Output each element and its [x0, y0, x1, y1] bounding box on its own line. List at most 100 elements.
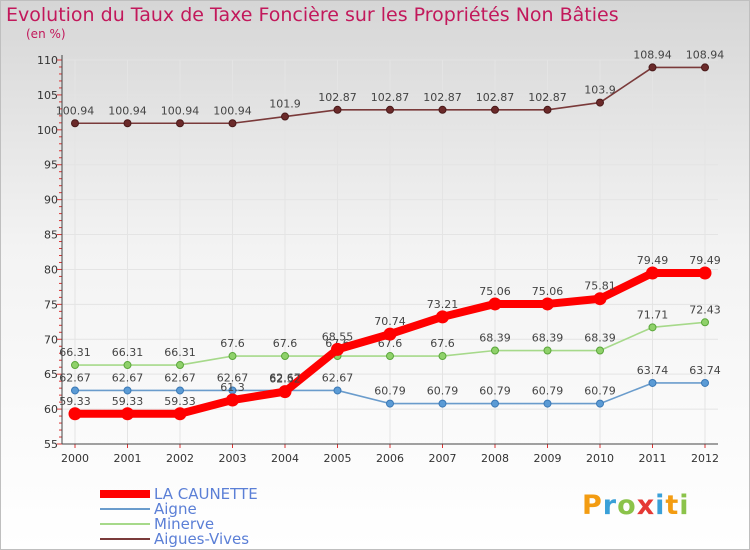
y-tick-label: 60 — [44, 403, 58, 416]
data-label: 73.21 — [427, 298, 459, 311]
data-point — [491, 399, 499, 408]
logo-letter: x — [636, 490, 656, 521]
data-label: 100.94 — [213, 104, 252, 117]
data-label: 62.67 — [112, 371, 144, 384]
data-point — [123, 361, 132, 370]
data-point — [121, 407, 134, 421]
data-label: 62.67 — [322, 371, 354, 384]
data-label: 68.39 — [532, 332, 564, 345]
data-point — [383, 327, 397, 341]
data-label: 62.67 — [164, 371, 196, 384]
data-point — [436, 310, 449, 324]
legend-entry: Aigues-Vives — [154, 530, 249, 548]
data-label: 71.71 — [637, 308, 669, 321]
data-label: 102.87 — [318, 91, 357, 104]
data-point — [71, 361, 79, 370]
data-point — [123, 119, 132, 128]
data-label: 102.87 — [476, 91, 515, 104]
data-point — [176, 361, 184, 370]
data-label: 68.39 — [479, 332, 511, 345]
data-label: 67.6 — [378, 337, 403, 350]
data-label: 67.6 — [220, 337, 245, 350]
data-label: 68.55 — [322, 330, 354, 343]
x-tick-label: 2009 — [534, 452, 562, 465]
data-point — [173, 407, 187, 421]
logo-letter: i — [655, 490, 666, 521]
data-label: 59.33 — [164, 395, 196, 408]
data-point — [648, 323, 657, 332]
data-label: 60.79 — [532, 385, 564, 398]
x-tick-label: 2012 — [691, 452, 719, 465]
data-point — [698, 266, 712, 280]
data-point — [701, 318, 709, 327]
data-point — [123, 386, 132, 395]
chart-title: Evolution du Taux de Taxe Foncière sur l… — [6, 4, 619, 26]
data-point — [281, 112, 289, 121]
data-point — [543, 346, 552, 355]
data-point — [596, 399, 604, 408]
data-label: 63.74 — [689, 364, 721, 377]
data-point — [331, 342, 344, 356]
x-tick-label: 2000 — [61, 452, 89, 465]
data-point — [438, 352, 447, 361]
data-label: 67.6 — [430, 337, 455, 350]
y-tick-label: 70 — [44, 333, 58, 346]
data-point — [228, 352, 237, 361]
data-point — [596, 98, 604, 107]
data-label: 60.79 — [374, 385, 406, 398]
data-label: 100.94 — [161, 104, 200, 117]
x-tick-label: 2005 — [324, 452, 352, 465]
data-label: 103.9 — [584, 84, 616, 97]
data-label: 75.06 — [532, 285, 564, 298]
data-label: 100.94 — [108, 104, 147, 117]
data-point — [491, 105, 499, 114]
chart-subtitle: (en %) — [26, 27, 66, 41]
data-point — [491, 346, 499, 355]
data-point — [176, 386, 184, 395]
data-point — [68, 407, 82, 421]
data-label: 72.43 — [689, 303, 721, 316]
data-label: 75.06 — [479, 285, 511, 298]
data-point — [71, 119, 79, 128]
x-tick-label: 2008 — [481, 452, 509, 465]
logo-letter: P — [582, 490, 603, 521]
data-point — [226, 393, 239, 407]
logo-letter: t — [665, 490, 680, 521]
x-tick-label: 2010 — [586, 452, 614, 465]
data-label: 100.94 — [56, 104, 95, 117]
data-label: 62.67 — [59, 371, 91, 384]
legend-entry: LA CAUNETTE — [154, 485, 258, 503]
data-point — [71, 386, 79, 395]
y-tick-label: 105 — [37, 89, 58, 102]
y-tick-label: 110 — [37, 54, 58, 67]
series-la-caunette: 59.33 59.33 59.33 61.3 62.52 68.55 70.74 73.21 7… — [59, 254, 721, 421]
data-point — [386, 399, 394, 408]
data-point — [648, 378, 657, 387]
data-label: 60.79 — [427, 385, 459, 398]
logo-letter: o — [617, 490, 637, 521]
series-minerve: 66.3166.3166.3167.667.667.667.667.668.39… — [59, 303, 721, 370]
y-tick-label: 80 — [44, 263, 58, 276]
data-label: 102.87 — [528, 91, 567, 104]
data-label: 59.33 — [59, 395, 91, 408]
data-point — [281, 352, 289, 361]
data-point — [701, 378, 709, 387]
data-label: 75.81 — [584, 280, 616, 293]
data-label: 67.6 — [273, 337, 298, 350]
series-aigues-vives: 100.94 100.94 100.94 100.94 101.9 102.87 102.8… — [56, 48, 725, 128]
data-label: 60.79 — [479, 385, 511, 398]
x-tick-label: 2004 — [271, 452, 299, 465]
x-tick-label: 2001 — [114, 452, 142, 465]
logo-letter: i — [679, 490, 690, 521]
x-tick-label: 2007 — [429, 452, 457, 465]
y-tick-label: 75 — [44, 298, 58, 311]
data-label: 108.94 — [686, 48, 725, 61]
y-tick-label: 100 — [37, 124, 58, 137]
proxiti-logo: Proxiti — [582, 490, 690, 521]
x-tick-label: 2011 — [639, 452, 667, 465]
data-point — [648, 63, 657, 72]
data-point — [593, 292, 607, 306]
data-point — [228, 119, 237, 128]
data-point — [438, 399, 447, 408]
data-label: 79.49 — [637, 254, 669, 267]
